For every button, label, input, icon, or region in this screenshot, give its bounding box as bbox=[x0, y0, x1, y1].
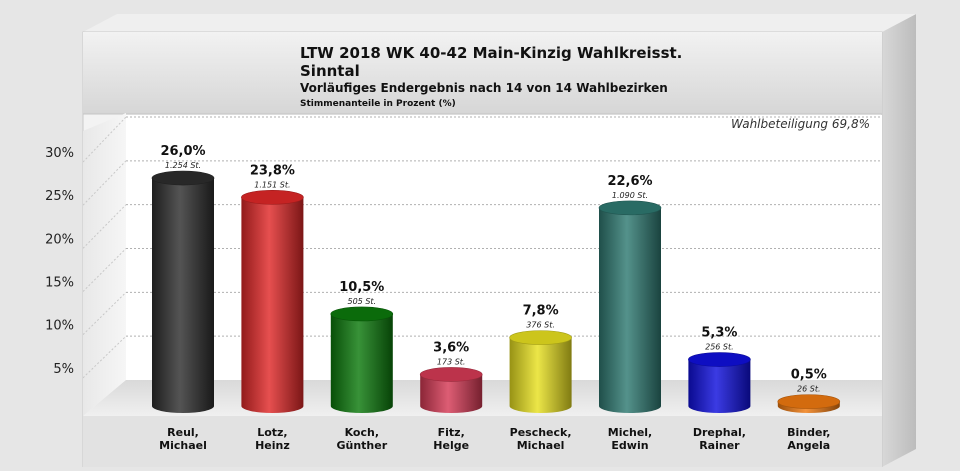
x-tick-label: Angela bbox=[787, 439, 830, 452]
bar-top bbox=[151, 170, 215, 186]
y-tick-label: 15% bbox=[45, 276, 74, 291]
bar-votes-label: 505 St. bbox=[348, 297, 377, 306]
bar-body bbox=[330, 313, 393, 414]
x-tick-label: Pescheck, bbox=[510, 426, 572, 439]
y-tick-label: 25% bbox=[45, 189, 74, 204]
x-tick-label: Binder, bbox=[787, 426, 830, 439]
bar-votes-label: 1.090 St. bbox=[612, 191, 648, 200]
x-tick-label: Koch, bbox=[345, 426, 379, 439]
bar-votes-label: 1.254 St. bbox=[165, 161, 201, 170]
frame-right-side bbox=[882, 14, 916, 467]
y-tick-label: 30% bbox=[45, 146, 74, 161]
plot-back-wall bbox=[126, 115, 882, 380]
x-tick-label: Rainer bbox=[699, 439, 740, 452]
chart-title-line2: Sinntal bbox=[300, 62, 360, 80]
bar-value-label: 22,6% bbox=[607, 174, 652, 189]
bar-votes-label: 256 St. bbox=[705, 343, 734, 352]
bar-top bbox=[598, 200, 662, 216]
x-tick-label: Günther bbox=[336, 439, 387, 452]
y-tick-label: 20% bbox=[45, 232, 74, 247]
bar-value-label: 7,8% bbox=[523, 304, 559, 319]
bar-top bbox=[509, 330, 572, 345]
plot-left-wall bbox=[83, 113, 126, 416]
bar-votes-label: 376 St. bbox=[526, 321, 555, 330]
bar-top bbox=[241, 190, 304, 205]
bar-top bbox=[419, 367, 483, 382]
bar-votes-label: 26 St. bbox=[797, 385, 820, 394]
x-tick-label: Michel, bbox=[608, 426, 652, 439]
x-tick-label: Helge bbox=[433, 439, 469, 452]
y-tick-label: 10% bbox=[45, 319, 74, 334]
y-axis-label: Stimmenanteile in Prozent (%) bbox=[300, 99, 456, 109]
x-tick-label: Michael bbox=[159, 439, 207, 452]
bar-body bbox=[688, 359, 751, 414]
bar-value-label: 10,5% bbox=[339, 280, 384, 295]
bar-votes-label: 173 St. bbox=[437, 357, 466, 366]
x-tick-label: Michael bbox=[517, 439, 565, 452]
x-tick-label: Heinz bbox=[255, 439, 290, 452]
bar-value-label: 26,0% bbox=[160, 144, 205, 159]
bar-top bbox=[688, 352, 751, 367]
bar-body bbox=[152, 178, 214, 413]
x-tick-label: Reul, bbox=[167, 426, 199, 439]
bar-value-label: 0,5% bbox=[791, 368, 827, 383]
x-tick-label: Edwin bbox=[611, 439, 648, 452]
header-panel bbox=[83, 32, 882, 114]
bar-top bbox=[330, 306, 394, 322]
chart-title: LTW 2018 WK 40-42 Main-Kinzig Wahlkreiss… bbox=[300, 44, 682, 62]
bar-body bbox=[420, 374, 483, 413]
bar-value-label: 3,6% bbox=[433, 340, 469, 355]
frame-top-side bbox=[83, 14, 916, 32]
bar-body bbox=[599, 207, 661, 413]
bar-value-label: 5,3% bbox=[701, 326, 737, 341]
bottom-label-band bbox=[83, 416, 882, 467]
chart-subtitle: Vorläufiges Endergebnis nach 14 von 14 W… bbox=[300, 81, 668, 95]
gridline-side bbox=[82, 335, 127, 379]
y-tick-label: 5% bbox=[53, 362, 74, 377]
x-tick-label: Drephal, bbox=[693, 426, 746, 439]
turnout-label: Wahlbeteiligung 69,8% bbox=[731, 117, 870, 131]
bar-value-label: 23,8% bbox=[250, 163, 295, 178]
bar-top bbox=[777, 394, 841, 409]
x-tick-label: Fitz, bbox=[438, 426, 465, 439]
x-tick-label: Lotz, bbox=[257, 426, 287, 439]
bar-body bbox=[509, 337, 572, 414]
bar-body bbox=[241, 197, 304, 413]
bar-votes-label: 1.151 St. bbox=[254, 180, 290, 189]
